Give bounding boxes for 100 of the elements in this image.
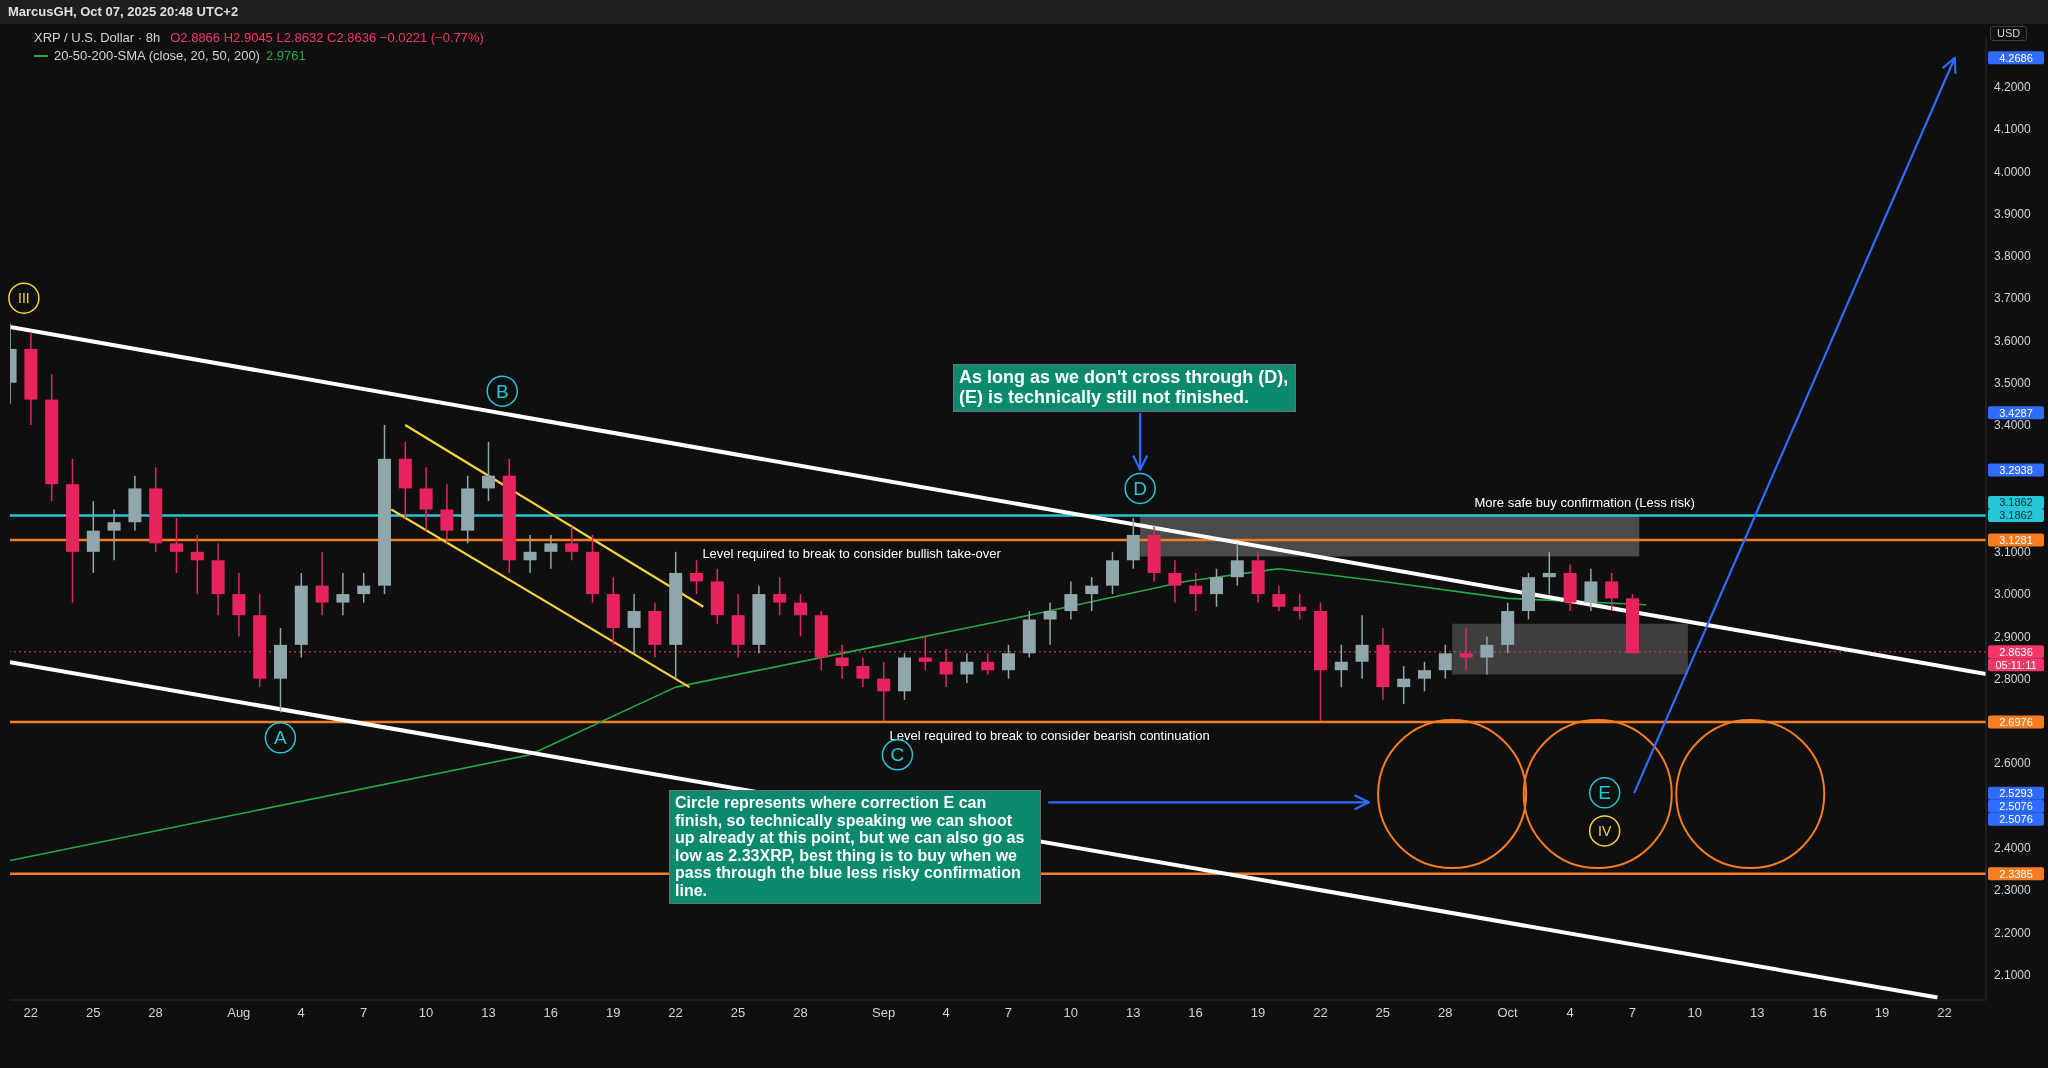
candlestick bbox=[1230, 542, 1244, 587]
legend-label: 20-50-200-SMA (close, 20, 50, 200) bbox=[54, 48, 260, 63]
x-tick-label: 22 bbox=[1937, 1005, 1952, 1021]
text: 2.5293 bbox=[1999, 787, 2033, 800]
x-tick-label: 28 bbox=[1437, 1005, 1453, 1021]
candlestick bbox=[856, 656, 870, 688]
x-tick-label: 13 bbox=[481, 1005, 496, 1021]
text: 4.2686 bbox=[1999, 51, 2033, 64]
candlestick bbox=[835, 644, 849, 680]
y-tick-label: 2.8000 bbox=[1994, 671, 2032, 686]
x-tick-label: 22 bbox=[23, 1005, 39, 1021]
ref-line-label: 3.1862 bbox=[1999, 509, 2033, 522]
annotation: B bbox=[495, 380, 509, 402]
x-tick-label: Oct bbox=[1497, 1005, 1519, 1021]
candlestick bbox=[440, 483, 454, 545]
candlestick bbox=[1168, 559, 1182, 604]
y-tick-label: 2.6000 bbox=[1994, 756, 2032, 771]
candlestick bbox=[1584, 567, 1598, 612]
y-tick-label: 3.8000 bbox=[1994, 249, 2032, 264]
candlestick bbox=[1064, 580, 1078, 621]
annotation: 2.9761 bbox=[265, 48, 306, 63]
candlestick bbox=[336, 572, 350, 616]
candlestick bbox=[960, 652, 974, 684]
candlestick bbox=[1459, 627, 1473, 671]
x-tick-label: 7 bbox=[1004, 1005, 1013, 1021]
candlestick bbox=[1355, 614, 1369, 680]
text: 2.5076 bbox=[1999, 800, 2033, 813]
x-tick-label: 4 bbox=[1566, 1005, 1574, 1021]
candlestick bbox=[565, 525, 579, 562]
candlestick bbox=[190, 534, 204, 595]
candlestick bbox=[357, 572, 371, 604]
text: 3.1862 bbox=[1999, 496, 2033, 509]
x-tick-label: 7 bbox=[359, 1005, 368, 1021]
candlestick bbox=[482, 441, 495, 502]
annotation: D bbox=[1133, 477, 1147, 499]
candlestick bbox=[86, 500, 100, 574]
annotation: O2.8866 H2.9045 L2.8632 C2.8636 −0.0221 (−0.77%) bbox=[170, 30, 484, 45]
candlestick bbox=[877, 661, 891, 722]
x-tick-label: 16 bbox=[1812, 1005, 1827, 1021]
y-tick-label: 4.0000 bbox=[1994, 164, 2032, 179]
annotation: More safe buy confirmation (Less risk) bbox=[1474, 495, 1695, 511]
x-tick-label: 10 bbox=[1687, 1005, 1703, 1021]
y-axis-title: USD bbox=[1990, 26, 2028, 41]
x-tick-label: Aug bbox=[227, 1005, 251, 1021]
candlestick bbox=[1334, 644, 1348, 688]
x-tick-label: 22 bbox=[668, 1005, 683, 1021]
y-tick-label: 3.7000 bbox=[1994, 291, 2032, 306]
x-tick-label: 28 bbox=[793, 1005, 808, 1021]
candlestick bbox=[170, 517, 183, 574]
candlestick bbox=[1418, 661, 1431, 693]
annotation: Level required to break to consider bullish take-over bbox=[702, 545, 1002, 561]
ref-line-label: 3.1281 bbox=[1999, 533, 2033, 546]
candlestick bbox=[1397, 665, 1411, 705]
candlestick bbox=[107, 508, 121, 562]
y-tick-label: 4.1000 bbox=[1994, 122, 2032, 137]
ref-line-label: 2.8636 bbox=[1999, 645, 2033, 658]
x-tick-label: 19 bbox=[605, 1005, 621, 1021]
y-tick-label: 2.9000 bbox=[1994, 629, 2032, 644]
text: 2.5076 bbox=[1999, 813, 2033, 826]
candlestick bbox=[1085, 576, 1099, 612]
candlestick bbox=[232, 572, 246, 638]
candlestick bbox=[939, 648, 953, 688]
x-tick-label: 19 bbox=[1250, 1005, 1266, 1021]
y-tick-label: 4.2000 bbox=[1994, 80, 2032, 94]
candlestick bbox=[315, 551, 329, 616]
annotation: IV bbox=[1598, 822, 1612, 839]
line-series bbox=[10, 567, 1648, 862]
x-tick-label: 7 bbox=[1628, 1005, 1637, 1021]
y-tick-label: 3.1000 bbox=[1994, 545, 2032, 560]
candlestick bbox=[1043, 601, 1057, 646]
x-tick-label: 13 bbox=[1125, 1005, 1141, 1021]
ref-line-label: 2.6976 bbox=[1999, 715, 2033, 728]
text: 3.4287 bbox=[1999, 406, 2033, 419]
x-tick-label: 10 bbox=[1063, 1005, 1079, 1021]
y-tick-label: 2.4000 bbox=[1994, 841, 2032, 856]
x-tick-label: 22 bbox=[1313, 1005, 1328, 1021]
candlestick bbox=[1210, 567, 1223, 608]
text: 05:11:11 bbox=[1995, 658, 2037, 671]
annotation: As long as we don't cross through (D), (E) is technically still not finished. bbox=[953, 364, 1296, 412]
y-tick-label: 2.2000 bbox=[1994, 925, 2032, 940]
x-tick-label: 4 bbox=[942, 1005, 950, 1021]
ref-line-label: 2.3385 bbox=[1999, 867, 2033, 880]
chart-title: XRP / U.S. Dollar · 8h bbox=[34, 30, 161, 45]
annotation: A bbox=[274, 727, 288, 749]
candlestick bbox=[1002, 644, 1015, 680]
x-tick-label: 28 bbox=[148, 1005, 163, 1021]
x-tick-label: 16 bbox=[1188, 1005, 1203, 1021]
annotation: Level required to break to consider bearish continuation bbox=[889, 727, 1210, 743]
x-tick-label: 16 bbox=[543, 1005, 559, 1021]
candlestick bbox=[1542, 551, 1556, 595]
candlestick bbox=[419, 466, 433, 532]
y-tick-label: 3.5000 bbox=[1994, 375, 2032, 390]
candlestick bbox=[523, 534, 537, 574]
annotation: III bbox=[18, 290, 30, 307]
candlestick bbox=[544, 534, 558, 570]
candlestick bbox=[1605, 572, 1619, 612]
y-tick-label: 3.0000 bbox=[1994, 587, 2032, 602]
text: MarcusGH, Oct 07, 2025 20:48 UTC+2 bbox=[8, 4, 239, 19]
y-tick-label: 2.1000 bbox=[1994, 967, 2032, 982]
candlestick bbox=[627, 593, 641, 655]
